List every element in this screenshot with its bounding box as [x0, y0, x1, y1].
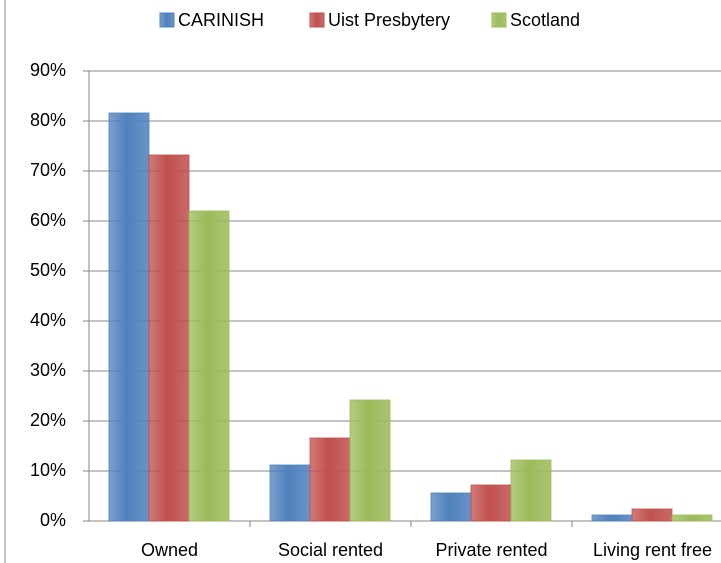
x-tick-label: Social rented — [278, 540, 383, 560]
legend-label: Scotland — [510, 10, 580, 30]
y-tick-label: 10% — [30, 460, 66, 480]
y-tick-label: 30% — [30, 360, 66, 380]
y-tick-label: 90% — [30, 60, 66, 80]
bar — [269, 464, 311, 522]
legend: CARINISH Uist Presbytery Scotland — [159, 10, 580, 30]
bar — [309, 437, 351, 522]
y-tick-label: 0% — [40, 510, 66, 530]
bar — [148, 154, 190, 522]
bar — [430, 492, 472, 522]
bar — [470, 484, 512, 522]
legend-swatch — [159, 12, 175, 28]
x-tick-label: Owned — [141, 540, 198, 560]
y-tick-label: 50% — [30, 260, 66, 280]
y-tick-label: 40% — [30, 310, 66, 330]
bar — [188, 210, 230, 522]
legend-label: Uist Presbytery — [328, 10, 450, 30]
legend-swatch — [309, 12, 325, 28]
x-tick-label: Living rent free — [593, 540, 712, 560]
bar — [671, 514, 713, 522]
bar — [510, 459, 552, 522]
legend-swatch — [491, 12, 507, 28]
bar — [349, 399, 391, 522]
y-tick-label: 70% — [30, 160, 66, 180]
y-tick-label: 80% — [30, 110, 66, 130]
bar — [631, 508, 673, 522]
bar — [108, 112, 150, 522]
legend-label: CARINISH — [178, 10, 264, 30]
y-tick-label: 20% — [30, 410, 66, 430]
x-tick-label: Private rented — [435, 540, 547, 560]
bar — [591, 514, 633, 522]
y-tick-label: 60% — [30, 210, 66, 230]
